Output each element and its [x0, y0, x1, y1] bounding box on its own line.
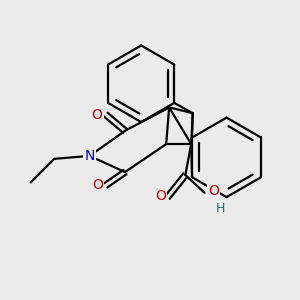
- Text: O: O: [155, 189, 166, 202]
- Text: O: O: [92, 178, 103, 192]
- Text: O: O: [92, 108, 102, 122]
- Text: O: O: [208, 184, 219, 198]
- Text: H: H: [216, 202, 225, 215]
- Text: N: N: [85, 149, 95, 163]
